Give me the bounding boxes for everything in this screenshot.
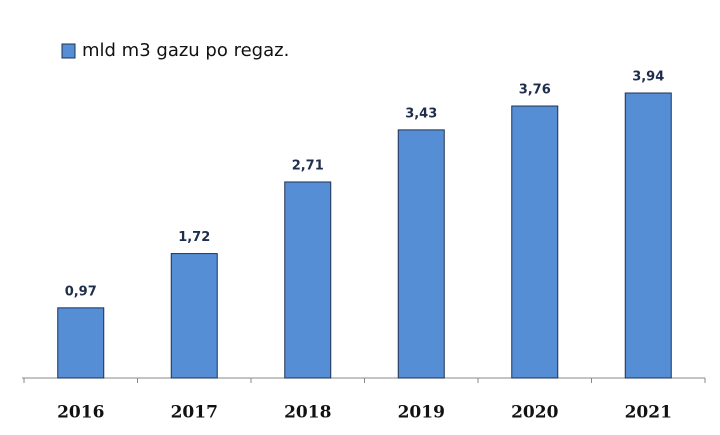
bar xyxy=(397,129,445,379)
x-tick-label: 2019 xyxy=(398,403,445,423)
bar xyxy=(57,307,105,379)
value-label: 1,72 xyxy=(178,230,210,245)
value-label: 3,94 xyxy=(632,70,664,85)
x-tick-label: 2020 xyxy=(511,403,558,423)
x-tick-label: 2021 xyxy=(625,403,672,423)
value-label: 3,43 xyxy=(405,106,437,121)
legend-swatch xyxy=(61,43,76,59)
bar xyxy=(511,105,559,379)
value-label: 0,97 xyxy=(65,284,97,299)
value-label: 2,71 xyxy=(292,158,324,173)
value-label: 3,76 xyxy=(519,83,551,98)
bar xyxy=(624,92,672,379)
bar xyxy=(284,181,332,379)
bar xyxy=(170,253,218,379)
x-tick-label: 2018 xyxy=(284,403,331,423)
legend-label: mld m3 gazu po regaz. xyxy=(82,40,289,61)
x-tick-label: 2016 xyxy=(57,403,104,423)
x-tick-label: 2017 xyxy=(171,403,218,423)
